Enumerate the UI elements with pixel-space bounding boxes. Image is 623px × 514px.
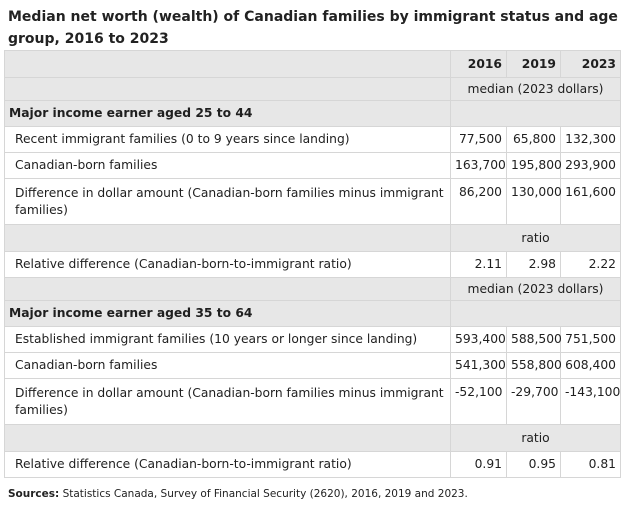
table-row: Canadian-born families 541,300 558,800 6… (4, 352, 621, 379)
table-row: Recent immigrant families (0 to 9 years … (4, 126, 621, 153)
unit-empty-cell (4, 77, 451, 101)
cell-2019: 130,000 (506, 178, 562, 225)
row-label: Difference in dollar amount (Canadian-bo… (4, 378, 451, 425)
row-label: Difference in dollar amount (Canadian-bo… (4, 178, 451, 225)
cell-2019: 0.95 (506, 451, 561, 478)
table-title: Median net worth (wealth) of Canadian fa… (8, 9, 618, 47)
cell-2016: 86,200 (450, 178, 507, 225)
table-row: Canadian-born families 163,700 195,800 2… (4, 152, 621, 179)
unit-empty-cell (4, 424, 451, 452)
cell-2023: 161,600 (560, 178, 621, 225)
cell-2016: 0.91 (450, 451, 507, 478)
section-empty-cell (450, 300, 621, 327)
table-row: Established immigrant families (10 years… (4, 326, 621, 353)
row-label: Canadian-born families (4, 152, 451, 179)
unit-label: median (2023 dollars) (450, 77, 621, 101)
unit-label: median (2023 dollars) (450, 277, 621, 301)
sources-note: Sources: Statistics Canada, Survey of Fi… (8, 488, 468, 500)
cell-2023: 2.22 (560, 251, 621, 278)
section-heading-row: Major income earner aged 35 to 64 (4, 300, 621, 327)
year-2019-header: 2019 (506, 50, 561, 78)
row-label: Relative difference (Canadian-born-to-im… (4, 451, 451, 478)
sources-label: Sources: (8, 488, 60, 500)
cell-2019: 588,500 (506, 326, 562, 353)
cell-2016: 541,300 (450, 352, 507, 379)
unit-empty-cell (4, 224, 451, 252)
cell-2023: 751,500 (560, 326, 621, 353)
cell-2019: 2.98 (506, 251, 561, 278)
section-heading: Major income earner aged 25 to 44 (4, 100, 451, 127)
section-heading: Major income earner aged 35 to 64 (4, 300, 451, 327)
header-empty-cell (4, 50, 451, 78)
cell-2016: 593,400 (450, 326, 507, 353)
unit-row: median (2023 dollars) (4, 77, 621, 101)
cell-2019: 558,800 (506, 352, 562, 379)
cell-2019: 65,800 (506, 126, 561, 153)
unit-empty-cell (4, 277, 451, 301)
table-row: Difference in dollar amount (Canadian-bo… (4, 178, 621, 225)
cell-2016: -52,100 (450, 378, 507, 425)
cell-2023: -143,100 (560, 378, 621, 425)
section-empty-cell (450, 100, 621, 127)
year-2016-header: 2016 (450, 50, 507, 78)
cell-2023: 608,400 (560, 352, 621, 379)
cell-2016: 163,700 (450, 152, 507, 179)
table-row: Relative difference (Canadian-born-to-im… (4, 451, 621, 478)
cell-2023: 132,300 (560, 126, 621, 153)
row-label: Canadian-born families (4, 352, 451, 379)
cell-2019: -29,700 (506, 378, 561, 425)
table-row: Difference in dollar amount (Canadian-bo… (4, 378, 621, 425)
cell-2023: 293,900 (560, 152, 621, 179)
year-header-row: 2016 2019 2023 (4, 50, 621, 78)
cell-2023: 0.81 (560, 451, 621, 478)
cell-2016: 77,500 (450, 126, 507, 153)
cell-2019: 195,800 (506, 152, 562, 179)
section-heading-row: Major income earner aged 25 to 44 (4, 100, 621, 127)
sources-text: Statistics Canada, Survey of Financial S… (59, 488, 468, 500)
cell-2016: 2.11 (450, 251, 507, 278)
unit-row: ratio (4, 424, 621, 452)
unit-row: ratio (4, 224, 621, 252)
table-row: Relative difference (Canadian-born-to-im… (4, 251, 621, 278)
unit-label: ratio (450, 224, 621, 252)
row-label: Relative difference (Canadian-born-to-im… (4, 251, 451, 278)
unit-label: ratio (450, 424, 621, 452)
net-worth-table: 2016 2019 2023 median (2023 dollars) Maj… (4, 50, 621, 478)
unit-row: median (2023 dollars) (4, 277, 621, 301)
row-label: Established immigrant families (10 years… (4, 326, 451, 353)
row-label: Recent immigrant families (0 to 9 years … (4, 126, 451, 153)
year-2023-header: 2023 (560, 50, 621, 78)
